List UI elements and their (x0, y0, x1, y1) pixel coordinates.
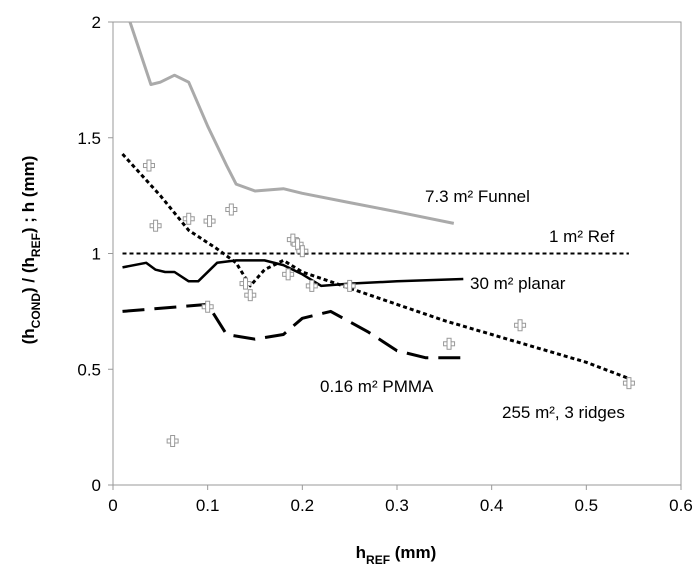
scatter-point (514, 319, 527, 332)
x-tick-label: 0.1 (196, 496, 220, 515)
scatter-point (343, 279, 356, 292)
annotation-ridges: 255 m², 3 ridges (502, 403, 625, 422)
scatter-point (166, 435, 179, 448)
scatter-point (201, 300, 214, 313)
annotation-ref: 1 m² Ref (549, 227, 614, 246)
x-axis-title-unit: (mm) (390, 543, 436, 562)
x-tick-label: 0.2 (291, 496, 315, 515)
series-line-pmma (122, 302, 464, 360)
scatter-point (622, 377, 635, 390)
annotation-layer: 7.3 m² Funnel 1 m² Ref 30 m² planar 0.16… (320, 187, 625, 422)
scatter-point (149, 219, 162, 232)
x-axis-title-sub: REF (366, 553, 390, 567)
y-axis-title-part-2: ) / (h (19, 257, 38, 293)
scatter-point (239, 277, 252, 290)
scatter-point (296, 245, 309, 258)
scatter-point (443, 337, 456, 350)
annotation-planar: 30 m² planar (470, 274, 566, 293)
series-line-ridges (121, 152, 630, 380)
series-line-funnel (128, 21, 455, 225)
y-axis-title-part-3: ) ; h (mm) (19, 156, 38, 233)
y-axis-title-part-1: (h (19, 328, 38, 344)
y-tick-label: 1.5 (77, 129, 101, 148)
y-axis: 0 0.5 1 1.5 2 (77, 13, 113, 495)
x-tick-label: 0.3 (385, 496, 409, 515)
series-layer (121, 21, 630, 380)
y-tick-label: 0 (92, 476, 101, 495)
x-tick-label: 0.4 (480, 496, 504, 515)
scatter-point (305, 279, 318, 292)
x-tick-label: 0.6 (669, 496, 693, 515)
y-tick-label: 0.5 (77, 360, 101, 379)
y-axis-title-sub-2: REF (29, 233, 43, 257)
scatter-point (203, 215, 216, 228)
x-axis: 0 0.1 0.2 0.3 0.4 0.5 0.6 (108, 485, 693, 515)
annotation-funnel: 7.3 m² Funnel (425, 187, 530, 206)
y-tick-label: 1 (92, 245, 101, 264)
y-axis-title: (hCOND) / (hREF) ; h (mm) (19, 156, 43, 345)
scatter-point (182, 212, 195, 225)
x-tick-label: 0 (108, 496, 117, 515)
y-tick-label: 2 (92, 13, 101, 32)
x-axis-title-main: h (356, 543, 366, 562)
scatter-layer (142, 159, 635, 448)
scatter-point (225, 203, 238, 216)
scatter-point (142, 159, 155, 172)
x-axis-title: hREF (mm) (356, 543, 437, 567)
series-line-planar (122, 259, 464, 288)
annotation-pmma: 0.16 m² PMMA (320, 377, 434, 396)
y-axis-title-sub-1: COND (29, 293, 43, 329)
scatter-point (244, 289, 257, 302)
x-tick-label: 0.5 (575, 496, 599, 515)
scatter-point (282, 268, 295, 281)
